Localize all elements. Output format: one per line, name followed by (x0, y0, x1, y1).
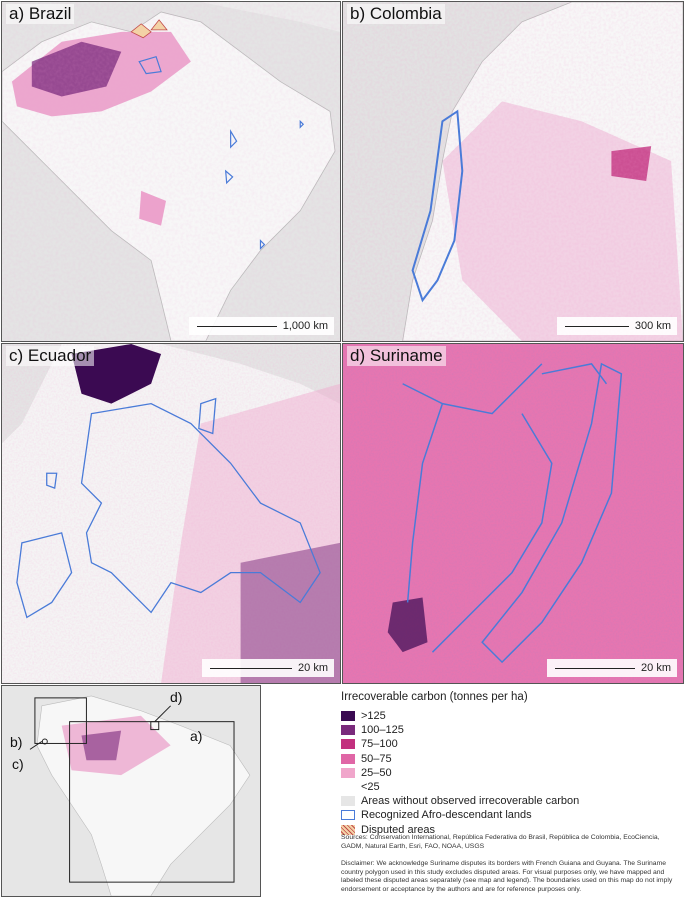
legend-swatch (341, 753, 355, 764)
legend-row-75-100: 75–100 (341, 737, 681, 751)
map-panel-brazil: a) Brazil 1,000 km (1, 1, 341, 342)
suriname-map (343, 344, 683, 683)
legend-row-no-data: Areas without observed irrecoverable car… (341, 794, 681, 808)
legend-swatch (341, 796, 355, 807)
legend-label: Recognized Afro-descendant lands (361, 809, 532, 822)
sources-text: Sources: Conservation International, Rep… (341, 834, 660, 850)
legend-row-disputed: Disputed areas (341, 823, 681, 837)
scale-text-ecuador: 20 km (298, 662, 328, 674)
legend-row-100-125: 100–125 (341, 723, 681, 737)
panel-label-suriname: d) Suriname (347, 346, 446, 366)
south-america-map (2, 686, 260, 896)
scale-bar-suriname: 20 km (547, 659, 677, 677)
legend-swatch (341, 725, 355, 736)
panel-label-ecuador: c) Ecuador (6, 346, 95, 366)
legend-row-25-50: 25–50 (341, 766, 681, 780)
legend-swatch (341, 824, 355, 835)
legend-label: 50–75 (361, 752, 392, 765)
legend-row-afro: Recognized Afro-descendant lands (341, 808, 681, 822)
legend-swatch (341, 767, 355, 778)
inset-label-b: b) (10, 734, 23, 750)
scale-bar-ecuador: 20 km (202, 659, 334, 677)
legend-label: Areas without observed irrecoverable car… (361, 795, 580, 808)
map-panel-colombia: b) Colombia 300 km (342, 1, 684, 342)
legend-label: >125 (361, 710, 386, 723)
brazil-map (2, 2, 340, 341)
scale-text-brazil: 1,000 km (282, 320, 328, 332)
inset-label-c: c) (12, 756, 24, 772)
scale-text-colombia: 300 km (634, 320, 671, 332)
legend-row-50-75: 50–75 (341, 752, 681, 766)
scale-bar-brazil: 1,000 km (188, 317, 334, 335)
legend-row-lt25: <25 (341, 780, 681, 794)
map-legend: Irrecoverable carbon (tonnes per ha) >12… (341, 691, 681, 837)
legend-label: 75–100 (361, 738, 398, 751)
legend-swatch (341, 711, 355, 722)
panel-label-brazil: a) Brazil (6, 4, 75, 24)
legend-swatch (341, 739, 355, 750)
legend-label: <25 (361, 781, 380, 794)
legend-label: 100–125 (361, 724, 404, 737)
panel-label-colombia: b) Colombia (347, 4, 445, 24)
legend-swatch (341, 782, 355, 793)
legend-row-gt125: >125 (341, 709, 681, 723)
legend-label: 25–50 (361, 766, 392, 779)
ecuador-map (2, 344, 340, 683)
legend-swatch (341, 810, 355, 821)
scale-bar-colombia: 300 km (556, 317, 677, 335)
colombia-map (343, 2, 683, 341)
map-panel-ecuador: c) Ecuador 20 km (1, 343, 341, 684)
legend-title: Irrecoverable carbon (tonnes per ha) (341, 691, 528, 703)
scale-text-suriname: 20 km (641, 662, 671, 674)
inset-overview-map: a) b) c) d) (1, 685, 261, 897)
map-panel-suriname: d) Suriname 20 km (342, 343, 684, 684)
inset-label-d: d) (170, 689, 183, 705)
legend-label: Disputed areas (361, 823, 435, 836)
inset-label-a: a) (190, 728, 203, 744)
disclaimer-text: Disclaimer: We acknowledge Suriname disp… (341, 860, 673, 893)
